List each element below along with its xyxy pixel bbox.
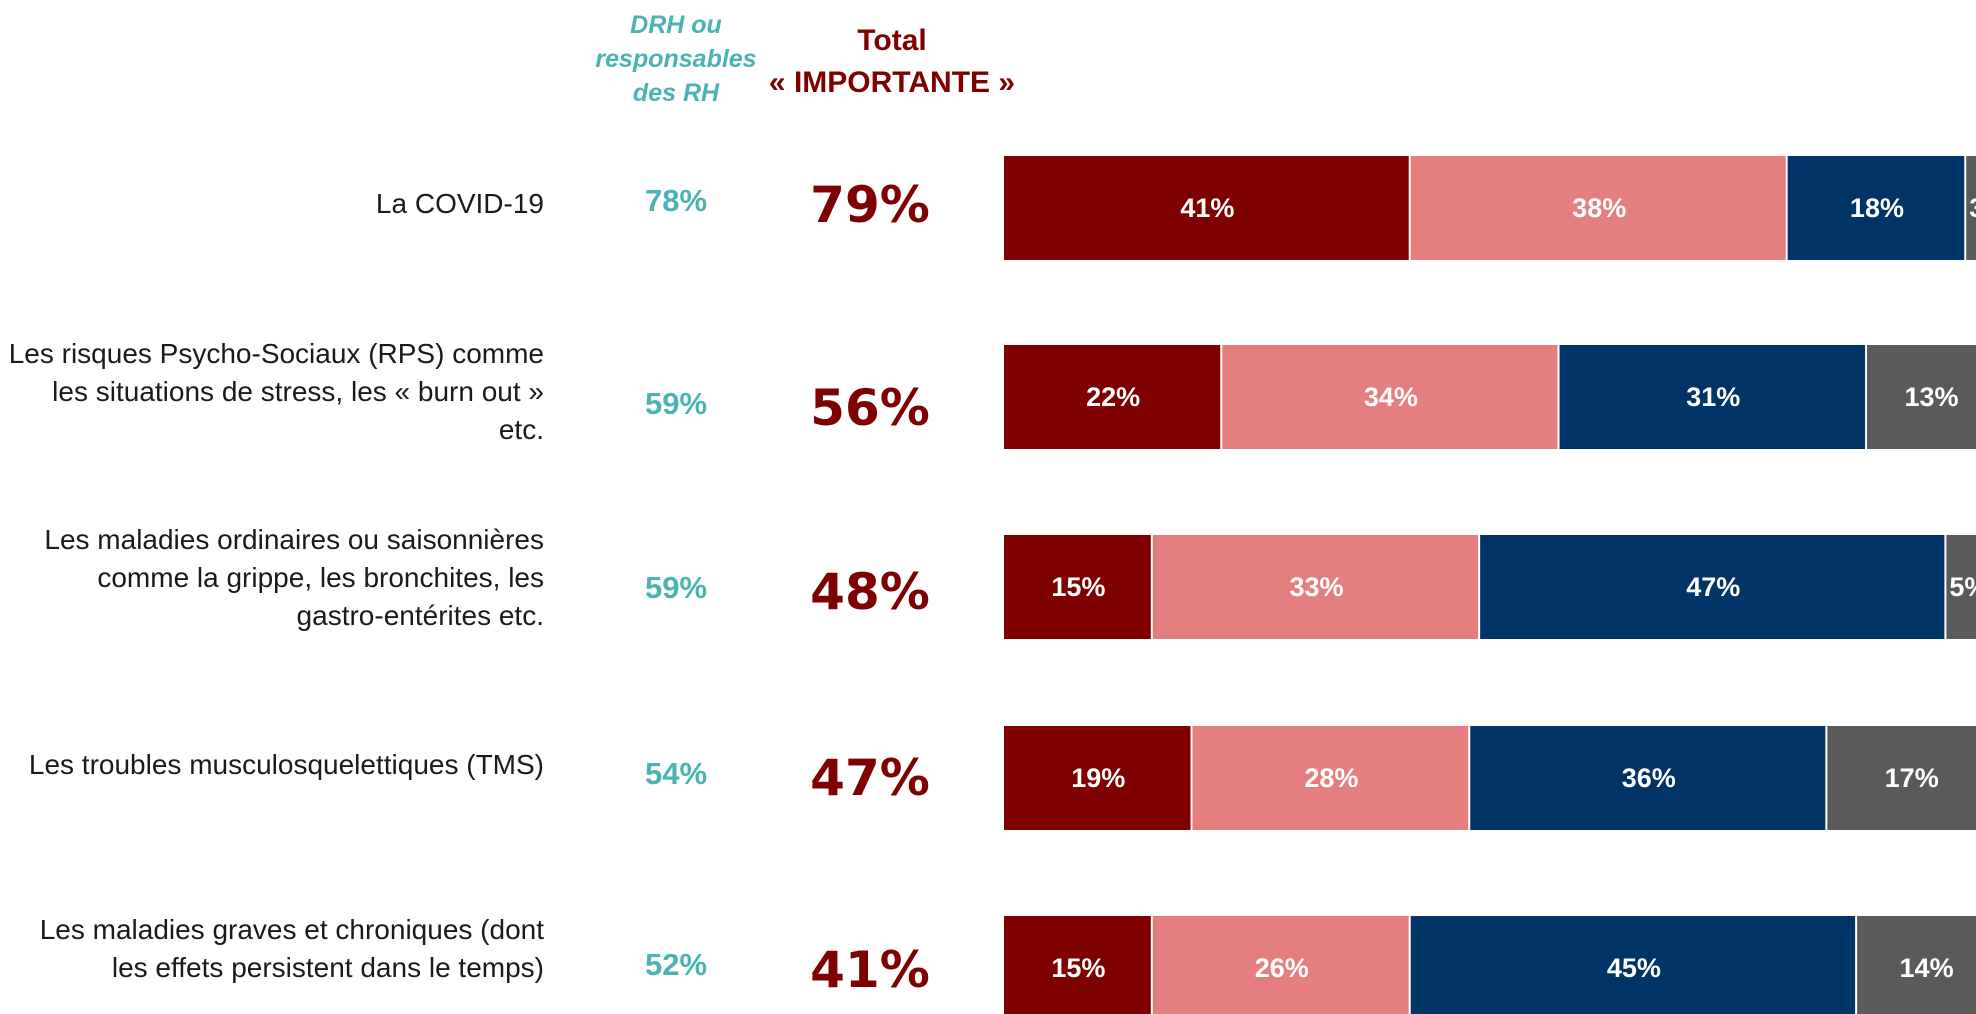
- bar-segment-label: 19%: [1071, 763, 1125, 793]
- category-label: La COVID-19: [0, 185, 544, 223]
- bar-segment: [1004, 156, 1409, 260]
- category-label-line: comme la grippe, les bronchites, les: [97, 562, 544, 593]
- category-label: Les troubles musculosquelettiques (TMS): [0, 746, 544, 784]
- drh-header-line: responsables: [595, 45, 757, 73]
- category-label: Les maladies ordinaires ou saisonnières …: [0, 521, 544, 635]
- bar-segment-label: 36%: [1622, 763, 1676, 793]
- bar-segment: [1004, 345, 1221, 449]
- bar-segment: [1004, 916, 1151, 1014]
- bar-segment-label: 13%: [1904, 382, 1958, 412]
- bar-segment-label: 26%: [1255, 953, 1309, 983]
- drh-value: 54%: [644, 756, 708, 791]
- bar-segment: [1559, 345, 1866, 449]
- category-label: Les risques Psycho-Sociaux (RPS) comme l…: [0, 335, 544, 449]
- total-value: 47%: [810, 749, 930, 807]
- bar-segment-label: 5%: [1949, 572, 1976, 602]
- total-value: 48%: [810, 563, 930, 621]
- bar-segment-label: 18%: [1850, 193, 1904, 223]
- category-label-line: Les troubles musculosquelettiques (TMS): [28, 749, 544, 780]
- total-value: 41%: [810, 941, 930, 999]
- drh-value: 59%: [644, 570, 708, 605]
- bar-segment: [1152, 535, 1479, 639]
- bar-segment: [1787, 156, 1965, 260]
- bar-segment: [1480, 535, 1945, 639]
- category-label-line: Les maladies ordinaires ou saisonnières: [44, 524, 544, 555]
- drh-header-line: des RH: [632, 79, 720, 107]
- bar-segment-label: 47%: [1686, 572, 1740, 602]
- bar-segment-label: 3%: [1969, 193, 1976, 223]
- category-label-line: Les risques Psycho-Sociaux (RPS) comme: [8, 338, 544, 369]
- total-header-line: Total: [857, 24, 927, 57]
- bar-segment: [1470, 726, 1826, 830]
- drh-column-header: DRH ou responsables des RH: [586, 8, 766, 110]
- bar-segment: [1966, 156, 1976, 260]
- bar-segment-label: 34%: [1364, 382, 1418, 412]
- bar-segment: [1410, 916, 1856, 1014]
- bar-segment-label: 45%: [1607, 953, 1661, 983]
- bar-segment-label: 28%: [1304, 763, 1358, 793]
- drh-value: 59%: [644, 386, 708, 421]
- bar-segment: [1867, 345, 1976, 449]
- category-label-line: Les maladies graves et chroniques (dont: [39, 914, 544, 945]
- total-value: 79%: [810, 176, 930, 234]
- bar-segment-label: 14%: [1900, 953, 1954, 983]
- bar-segment-label: 17%: [1885, 763, 1939, 793]
- bar-segment: [1004, 726, 1191, 830]
- bar-segment-label: 31%: [1686, 382, 1740, 412]
- bar-segment: [1857, 916, 1976, 1014]
- bar-segment-label: 33%: [1289, 572, 1343, 602]
- category-label: Les maladies graves et chroniques (dont …: [0, 911, 544, 987]
- bar-segment: [1222, 345, 1558, 449]
- total-value: 56%: [810, 379, 930, 437]
- category-label-line: les situations de stress, les « burn out…: [52, 376, 544, 407]
- bar-segment: [1004, 535, 1151, 639]
- drh-header-line: DRH ou: [630, 11, 722, 39]
- bar-segment: [1410, 156, 1786, 260]
- bar-segment-label: 15%: [1051, 572, 1105, 602]
- bar-segment-label: 15%: [1051, 953, 1105, 983]
- category-label-line: les effets persistent dans le temps): [111, 952, 544, 983]
- bar-segment-label: 38%: [1572, 193, 1626, 223]
- drh-value: 78%: [644, 183, 708, 218]
- category-label-line: gastro-entérites etc.: [296, 600, 544, 631]
- bar-segment-label: 22%: [1086, 382, 1140, 412]
- drh-value: 52%: [644, 947, 708, 982]
- bar-segment: [1946, 535, 1976, 639]
- category-label-line: La COVID-19: [375, 188, 544, 219]
- total-header-line: « IMPORTANTE »: [768, 66, 1016, 99]
- category-label-line: etc.: [498, 414, 544, 445]
- bar-segment: [1192, 726, 1469, 830]
- bar-segment: [1827, 726, 1976, 830]
- bar-segment-label: 41%: [1180, 193, 1234, 223]
- total-column-header: Total « IMPORTANTE »: [752, 20, 1032, 104]
- bar-segment: [1152, 916, 1409, 1014]
